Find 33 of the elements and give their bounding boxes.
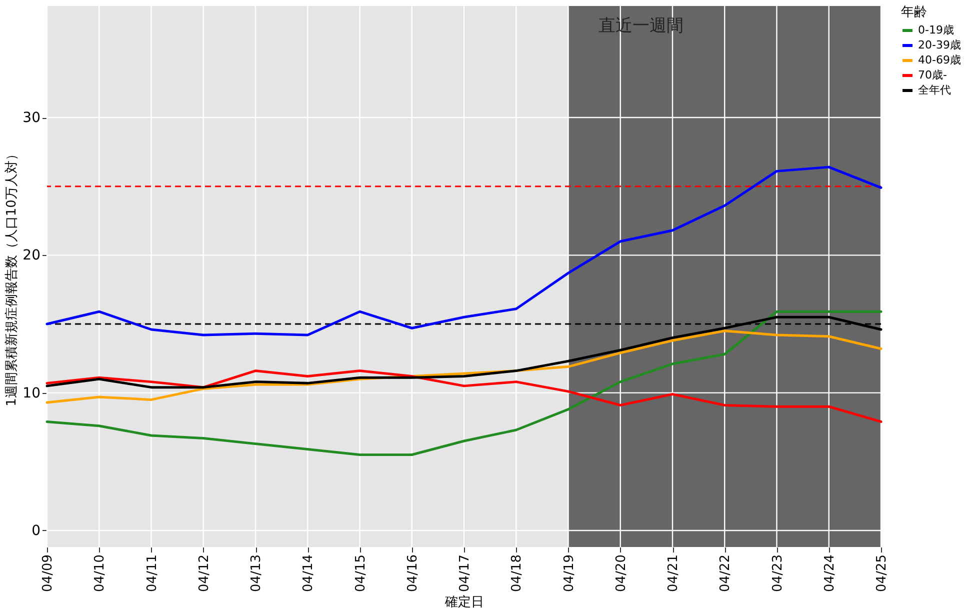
x-tick-label: 04/21 bbox=[666, 554, 681, 592]
x-tick-label: 04/24 bbox=[822, 554, 838, 592]
x-tick-label: 04/10 bbox=[92, 554, 108, 592]
legend-label: 40-69歳 bbox=[918, 54, 961, 66]
x-tick-label: 04/20 bbox=[614, 554, 629, 592]
y-tick-label: 20 bbox=[22, 248, 40, 264]
x-tick-label: 04/19 bbox=[562, 554, 577, 592]
x-tick-label: 04/13 bbox=[249, 554, 264, 592]
x-tick-label: 04/11 bbox=[144, 554, 160, 592]
legend-label: 70歳- bbox=[918, 68, 947, 82]
line-series bbox=[46, 316, 882, 389]
x-tick-label: 04/23 bbox=[770, 554, 786, 592]
y-tick-label: 0 bbox=[32, 522, 40, 539]
legend-label: 20-39歳 bbox=[918, 38, 961, 52]
x-tick-label: 04/09 bbox=[40, 554, 56, 592]
legend-label: 0-19歳 bbox=[918, 24, 954, 36]
x-tick-label: 04/15 bbox=[353, 554, 368, 592]
x-tick-label: 04/22 bbox=[718, 554, 734, 592]
y-tick-label: 30 bbox=[22, 110, 40, 126]
x-tick-label: 04/25 bbox=[874, 554, 890, 592]
x-tick-label: 04/14 bbox=[301, 554, 316, 592]
line-series bbox=[46, 310, 882, 456]
legend-title: 年齢 bbox=[901, 5, 927, 20]
line-series bbox=[46, 166, 882, 336]
line-series bbox=[46, 370, 882, 423]
x-tick-label: 04/12 bbox=[196, 554, 212, 592]
legend-label: 全年代 bbox=[918, 84, 951, 96]
x-tick-label: 04/16 bbox=[405, 554, 420, 592]
y-axis-title: 1週間累積新規症例報告数（人口10万人対） bbox=[4, 148, 20, 406]
x-axis-title: 確定日 bbox=[444, 594, 484, 610]
x-tick-label: 04/17 bbox=[458, 554, 472, 592]
x-tick-label: 04/18 bbox=[510, 554, 525, 592]
y-tick-label: 10 bbox=[22, 385, 40, 402]
